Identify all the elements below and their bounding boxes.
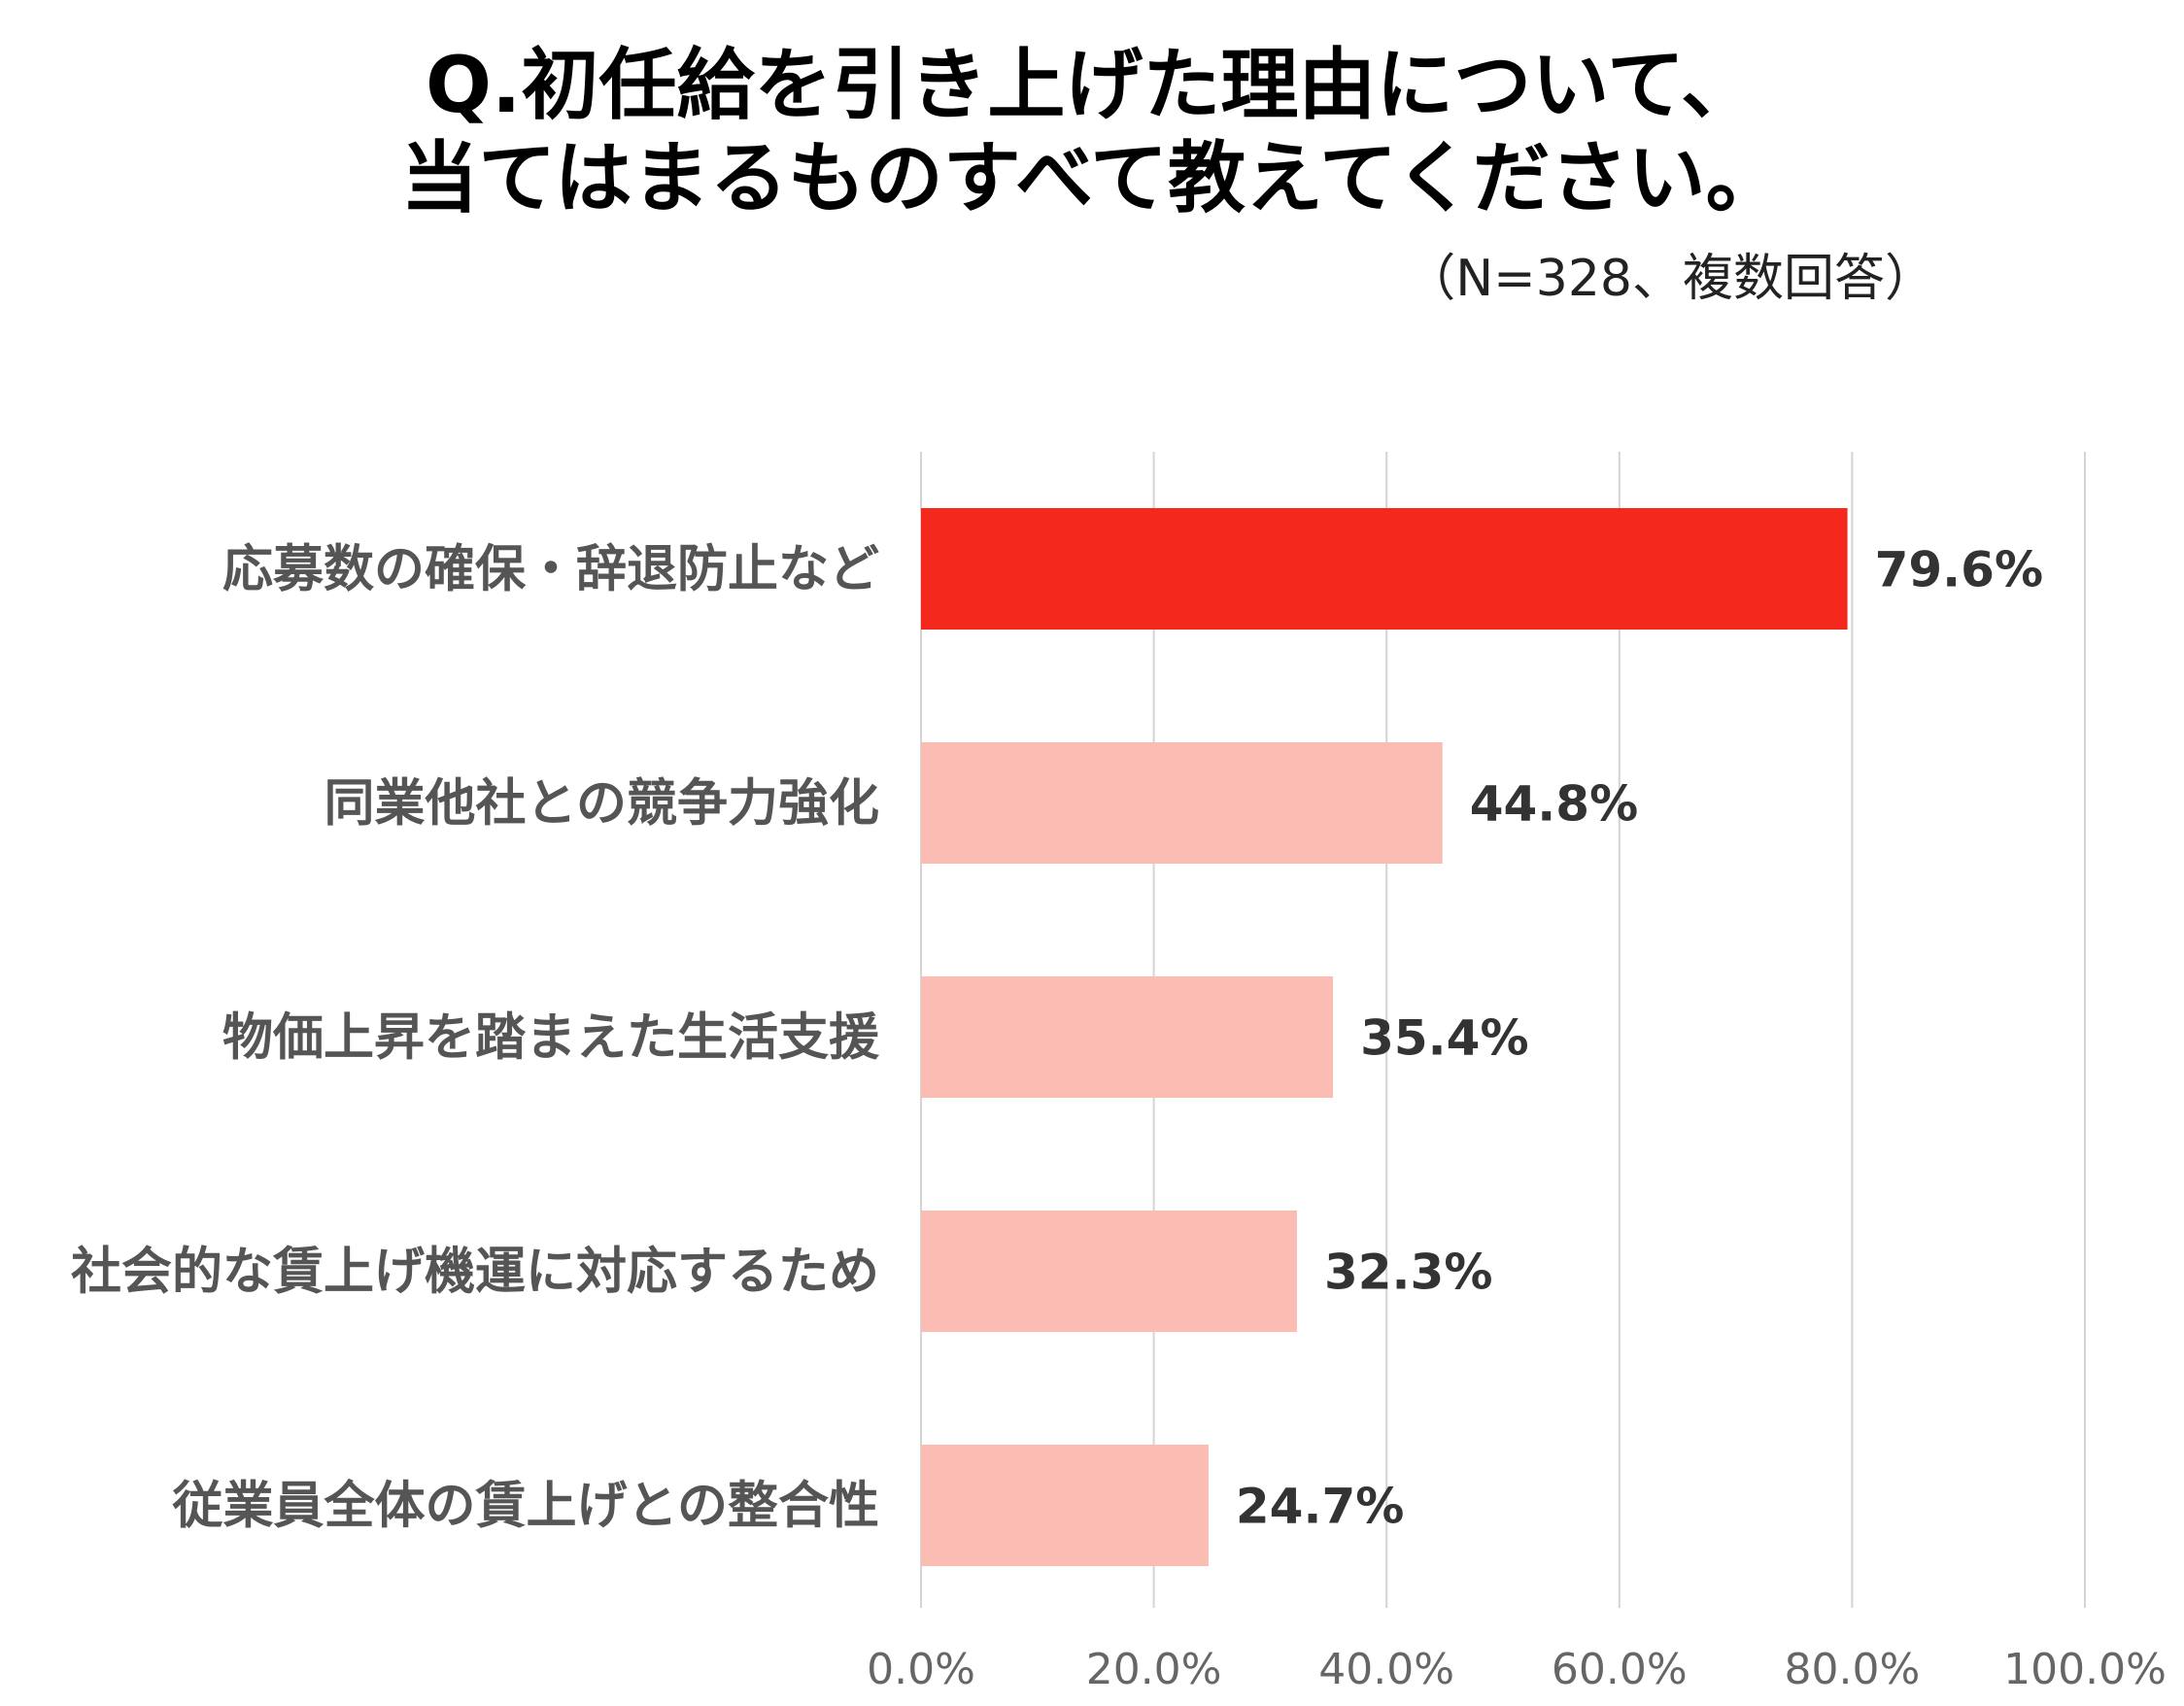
category-label: 従業員全体の賃上げとの整合性 [172, 1478, 879, 1536]
x-tick-label: 20.0% [1086, 1645, 1222, 1694]
bar [921, 742, 1443, 864]
x-tick-label: 60.0% [1552, 1645, 1688, 1694]
category-labels: 応募数の確保・辞退防止など同業他社との競争力強化物価上昇を踏まえた生活支援社会的… [71, 541, 880, 1536]
sample-size-note: （N=328、複数回答） [1405, 250, 1935, 308]
chart-title-line2: 当てはまるものすべて教えてください。 [400, 133, 1784, 223]
grid-lines [920, 452, 2086, 1608]
category-label: 同業他社との競争力強化 [324, 775, 879, 834]
x-tick-label: 40.0% [1318, 1645, 1454, 1694]
category-label: 応募数の確保・辞退防止など [222, 541, 879, 599]
chart-title-line1: Q.初任給を引き上げた理由について、 [426, 40, 1758, 130]
bar [921, 1445, 1209, 1566]
value-labels: 79.6% 44.8% 35.4% 32.3% 24.7% [1236, 542, 2043, 1535]
bar [921, 976, 1334, 1098]
data-label: 24.7% [1236, 1479, 1404, 1535]
bar [921, 1211, 1297, 1332]
data-label: 79.6% [1875, 542, 2043, 598]
x-tick-label: 100.0% [2003, 1645, 2167, 1694]
bars [921, 508, 1848, 1566]
bar [921, 508, 1848, 630]
category-label: 社会的な賃上げ機運に対応するため [71, 1244, 879, 1302]
data-label: 44.8% [1470, 776, 1638, 833]
data-label: 35.4% [1360, 1010, 1528, 1067]
x-tick-label: 0.0% [867, 1645, 975, 1694]
x-tick-label: 80.0% [1785, 1645, 1921, 1694]
x-axis-tick-labels: 0.0% 20.0% 40.0% 60.0% 80.0% 100.0% [867, 1645, 2167, 1694]
data-label: 32.3% [1324, 1245, 1492, 1301]
category-label: 物価上昇を踏まえた生活支援 [222, 1009, 880, 1068]
